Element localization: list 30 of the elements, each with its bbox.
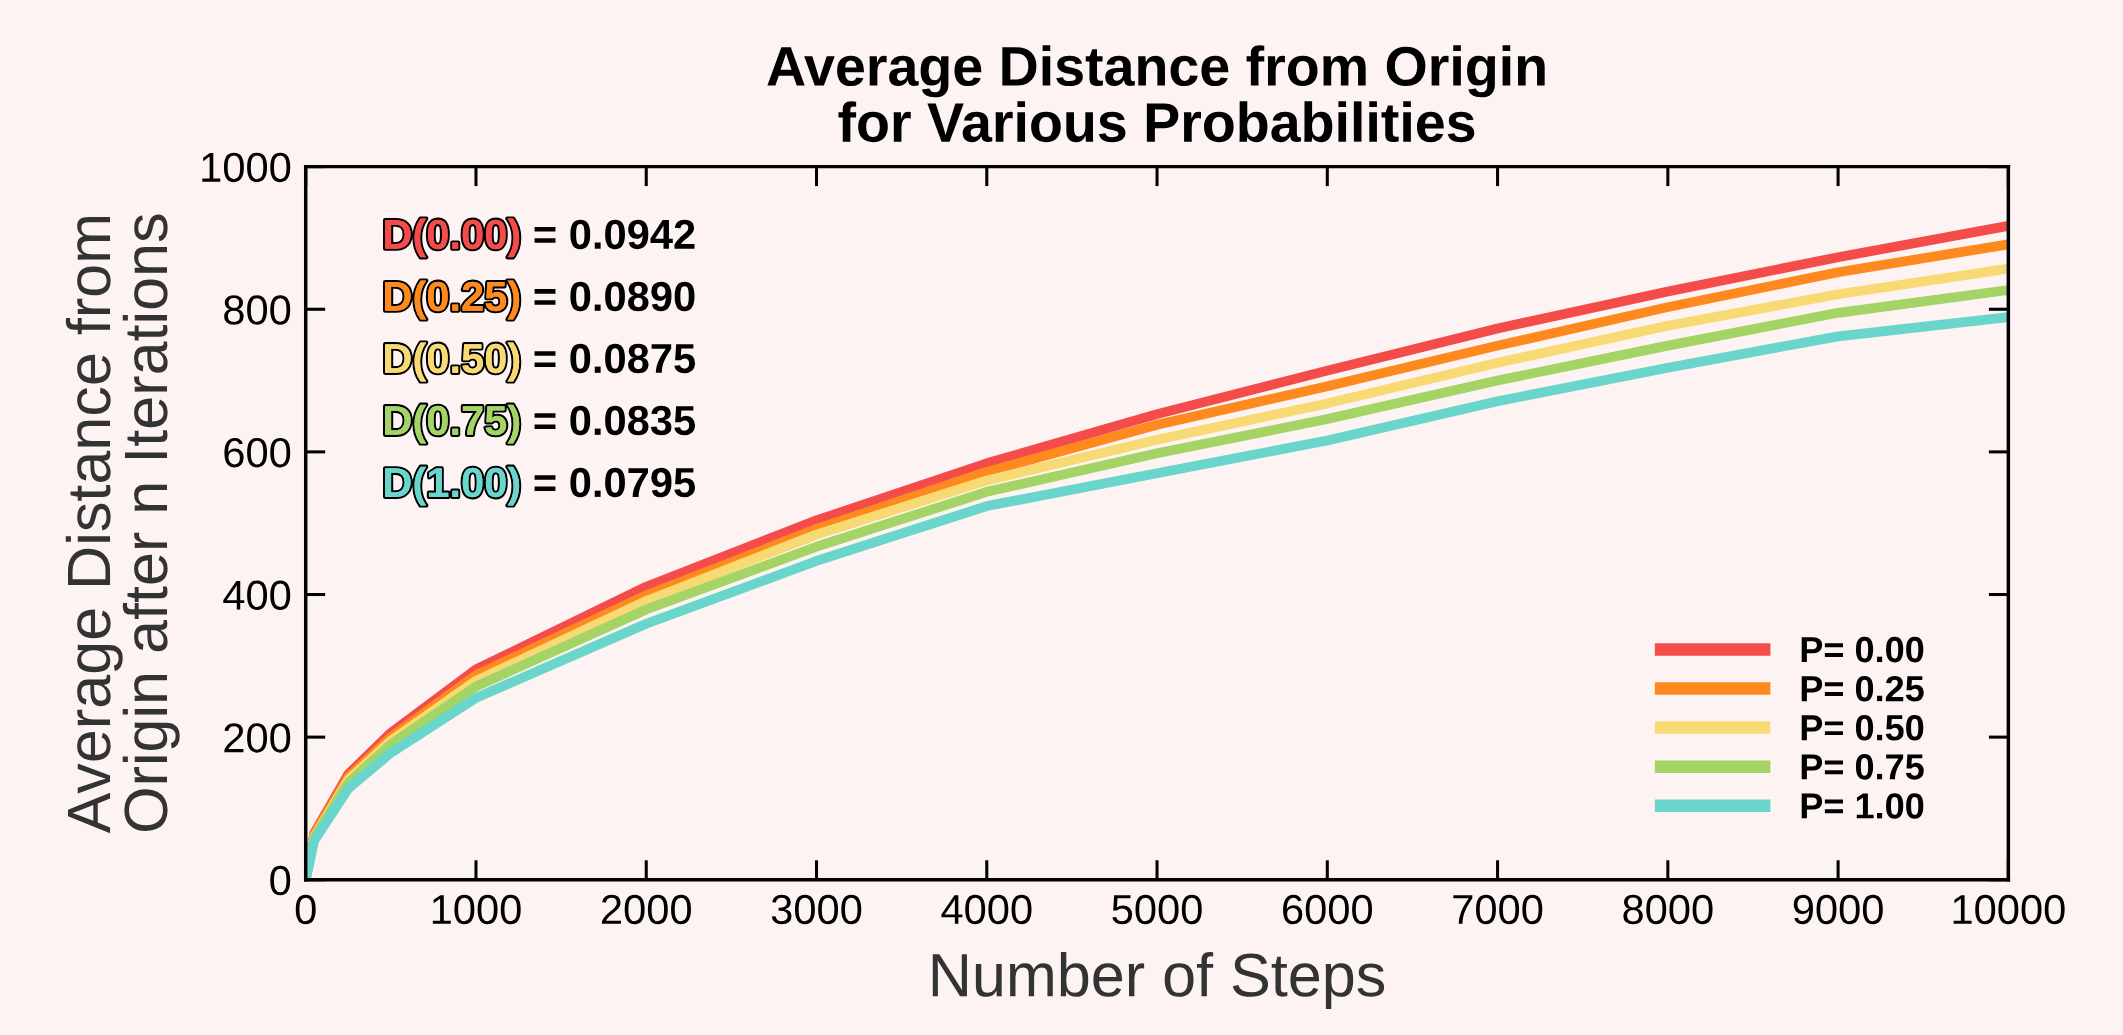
annotation: D(0.00) = 0.0942 — [385, 218, 695, 258]
x-tick-label: 1000 — [432, 894, 521, 925]
y-tick-label: 200 — [224, 723, 291, 753]
x-tick-label: 10000 — [1953, 894, 2065, 925]
x-tick-label: 5000 — [1112, 894, 1202, 925]
x-tick-label: 3000 — [771, 894, 862, 925]
annotation: D(1.00) = 0.0795 — [385, 466, 696, 506]
x-tick-label: 6000 — [1283, 894, 1373, 925]
legend-label: P= 0.00 — [1801, 636, 1924, 663]
legend-label: P= 0.50 — [1801, 714, 1924, 741]
legend-label: P= 1.00 — [1801, 793, 1924, 819]
x-tick-label: 9000 — [1793, 894, 1883, 925]
y-axis-title: Average Distance from Origin after n Iterations — [65, 214, 180, 834]
legend-label: P= 0.75 — [1801, 754, 1924, 780]
y-tick-label: 0 — [270, 865, 291, 896]
y-tick-label: 400 — [223, 580, 291, 611]
annotation: D(0.25) = 0.0890 — [385, 280, 695, 320]
x-tick-label: 4000 — [941, 894, 1032, 925]
y-tick-label: 800 — [224, 295, 291, 325]
x-tick-label: 8000 — [1623, 894, 1713, 925]
annotation: D(0.50) = 0.0875 — [385, 342, 696, 382]
annotation: D(0.75) = 0.0835 — [385, 404, 696, 444]
y-tick-label: 1000 — [202, 152, 291, 183]
x-axis-title: Number of Steps — [932, 951, 1385, 1009]
legend-label: P= 0.25 — [1801, 675, 1924, 702]
x-tick-label: 7000 — [1453, 894, 1543, 925]
x-tick-label: 2000 — [602, 894, 691, 925]
y-tick-label: 600 — [224, 437, 291, 468]
chart-title: Average Distance from Origin for Various Probabilities — [767, 45, 1545, 143]
x-tick-label: 0 — [295, 894, 316, 925]
